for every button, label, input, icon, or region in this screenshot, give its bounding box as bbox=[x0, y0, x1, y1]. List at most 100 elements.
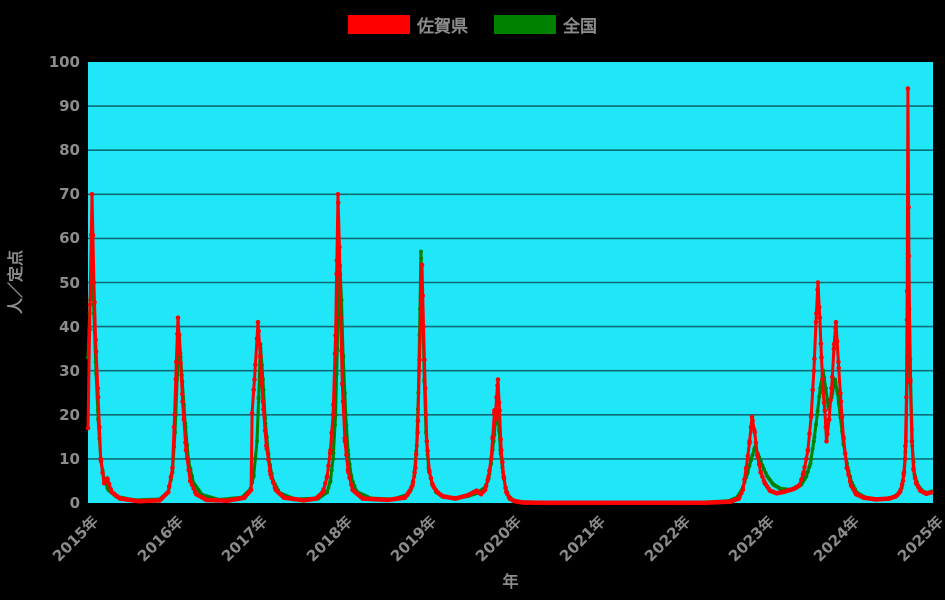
national-marker bbox=[810, 446, 815, 451]
saga-marker bbox=[412, 470, 417, 475]
saga-marker bbox=[266, 457, 271, 463]
saga-marker bbox=[801, 469, 806, 475]
saga-marker bbox=[900, 478, 906, 484]
national-marker bbox=[760, 463, 765, 468]
saga-marker bbox=[175, 315, 181, 321]
saga-marker bbox=[321, 487, 326, 492]
saga-marker bbox=[904, 317, 910, 323]
saga-marker bbox=[90, 233, 96, 238]
saga-marker bbox=[748, 424, 754, 430]
saga-marker bbox=[93, 337, 98, 343]
saga-marker bbox=[427, 469, 432, 475]
saga-marker bbox=[842, 451, 848, 456]
saga-marker bbox=[180, 399, 185, 404]
national-marker bbox=[329, 468, 334, 473]
saga-marker bbox=[326, 463, 331, 469]
saga-marker bbox=[752, 430, 757, 435]
national-marker bbox=[833, 380, 838, 385]
y-axis-title: 人／定点 bbox=[6, 249, 25, 315]
saga-marker bbox=[419, 262, 425, 268]
saga-marker bbox=[177, 350, 183, 356]
national-marker bbox=[256, 395, 261, 400]
saga-marker bbox=[420, 293, 426, 299]
saga-marker bbox=[909, 439, 915, 444]
national-legend-label: 全国 bbox=[563, 17, 597, 37]
saga-marker bbox=[482, 487, 488, 493]
saga-marker bbox=[737, 494, 742, 499]
national-marker bbox=[823, 386, 828, 391]
saga-marker bbox=[841, 436, 846, 441]
saga-marker bbox=[906, 204, 911, 210]
saga-marker bbox=[904, 289, 910, 294]
saga-marker bbox=[830, 374, 835, 380]
saga-marker bbox=[188, 478, 193, 484]
saga-marker bbox=[836, 359, 841, 365]
saga-marker bbox=[183, 440, 188, 445]
saga-marker bbox=[176, 332, 182, 337]
saga-marker bbox=[174, 359, 179, 365]
saga-marker bbox=[902, 456, 908, 462]
saga-marker bbox=[742, 476, 747, 482]
saga-marker bbox=[339, 348, 344, 354]
saga-marker bbox=[413, 465, 418, 471]
saga-marker bbox=[809, 412, 814, 418]
saga-marker bbox=[180, 391, 185, 397]
saga-marker bbox=[415, 418, 421, 424]
saga-marker bbox=[329, 430, 335, 436]
saga-marker bbox=[825, 431, 830, 437]
saga-marker bbox=[813, 319, 819, 325]
saga-marker bbox=[171, 424, 177, 430]
saga-marker bbox=[346, 469, 351, 475]
saga-marker bbox=[423, 412, 429, 418]
saga-marker bbox=[799, 477, 804, 482]
saga-marker bbox=[269, 475, 274, 481]
national-marker bbox=[811, 439, 816, 444]
saga-marker bbox=[747, 439, 752, 444]
saga-marker bbox=[753, 440, 759, 445]
saga-marker bbox=[749, 414, 755, 420]
saga-marker bbox=[760, 474, 765, 480]
national-marker bbox=[763, 470, 768, 475]
saga-series bbox=[85, 86, 934, 506]
national-marker bbox=[418, 249, 423, 254]
saga-marker bbox=[105, 476, 110, 482]
saga-marker bbox=[262, 428, 268, 433]
saga-marker bbox=[253, 362, 258, 368]
saga-marker bbox=[332, 351, 338, 357]
y-tick-label: 100 bbox=[48, 53, 80, 71]
saga-marker bbox=[254, 336, 260, 341]
saga-marker bbox=[820, 390, 826, 396]
saga-marker bbox=[816, 305, 822, 310]
national-marker bbox=[333, 422, 337, 427]
saga-marker bbox=[168, 474, 174, 480]
saga-marker bbox=[822, 408, 828, 413]
saga-marker bbox=[417, 357, 422, 363]
legend-item-national: 全国 bbox=[494, 12, 597, 37]
saga-marker bbox=[500, 460, 505, 465]
saga-legend-label: 佐賀県 bbox=[417, 17, 468, 37]
saga-marker bbox=[184, 455, 190, 461]
national-legend-swatch-icon bbox=[494, 15, 556, 34]
saga-marker bbox=[97, 424, 102, 430]
saga-marker bbox=[95, 394, 101, 400]
saga-marker bbox=[347, 475, 352, 481]
saga-marker bbox=[797, 482, 803, 487]
saga-marker bbox=[261, 406, 266, 412]
saga-marker bbox=[834, 338, 840, 344]
saga-marker bbox=[912, 475, 918, 481]
saga-marker bbox=[166, 484, 172, 489]
saga-marker bbox=[824, 439, 829, 444]
saga-marker bbox=[349, 482, 354, 487]
x-axis-title: 年 bbox=[502, 572, 519, 591]
saga-marker bbox=[488, 456, 494, 462]
saga-marker bbox=[815, 287, 820, 292]
saga-marker bbox=[191, 486, 196, 491]
saga-marker bbox=[334, 258, 340, 263]
saga-marker bbox=[495, 383, 500, 388]
saga-marker bbox=[270, 480, 276, 485]
saga-marker bbox=[838, 399, 844, 404]
saga-marker bbox=[413, 451, 419, 457]
saga-marker bbox=[490, 434, 496, 440]
saga-marker bbox=[331, 402, 336, 408]
saga-marker bbox=[810, 387, 815, 393]
